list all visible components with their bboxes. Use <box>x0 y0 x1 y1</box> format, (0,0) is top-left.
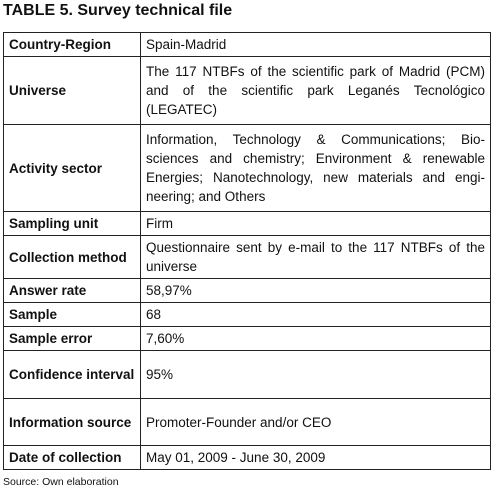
table-row: Answer rate 58,97% <box>3 278 491 303</box>
source-note: Source: Own elaboration <box>3 476 119 488</box>
table-row: Activity sector Information, Technology &… <box>3 124 491 212</box>
row-value: 95% <box>140 350 491 399</box>
row-value: 68 <box>140 302 491 327</box>
row-label: Date of collection <box>3 445 141 470</box>
table-row: Sample 68 <box>3 302 491 327</box>
row-label: Sample <box>3 302 141 327</box>
table-row: Sampling unit Firm <box>3 211 491 236</box>
row-value: Questionnaire sent by e-mail to the 117 … <box>140 235 491 279</box>
row-label: Sample error <box>3 326 141 351</box>
table-row: Collection method Questionnaire sent by e… <box>3 235 491 279</box>
row-label: Confidence interval <box>3 350 141 399</box>
row-label: Answer rate <box>3 278 141 303</box>
row-label: Country-Region <box>3 32 141 57</box>
row-value: May 01, 2009 - June 30, 2009 <box>140 445 491 470</box>
table-row: Confidence interval 95% <box>3 350 491 399</box>
table-row: Information source Promoter-Founder and/o… <box>3 398 491 446</box>
row-label: Collection method <box>3 235 141 279</box>
row-value: Firm <box>140 211 491 236</box>
table-body: Country-Region Spain-Madrid Universe The 11… <box>3 32 491 470</box>
row-value: Spain-Madrid <box>140 32 491 57</box>
table-row: Universe The 117 NTBFs of the scientific … <box>3 56 491 125</box>
table: Country-Region Spain-Madrid Universe The 11… <box>3 32 491 470</box>
table-row: Country-Region Spain-Madrid <box>3 32 491 57</box>
row-value: 58,97% <box>140 278 491 303</box>
row-label: Activity sector <box>3 124 141 212</box>
table-title: TABLE 5. Survey technical file <box>3 2 233 19</box>
row-value: Information, Technology & Communications… <box>140 124 491 212</box>
row-label: Sampling unit <box>3 211 141 236</box>
row-value: The 117 NTBFs of the scientific park of … <box>140 56 491 125</box>
row-value: Promoter-Founder and/or CEO <box>140 398 491 446</box>
row-label: Universe <box>3 56 141 125</box>
row-label: Information source <box>3 398 141 446</box>
row-value: 7,60% <box>140 326 491 351</box>
table-row: Sample error 7,60% <box>3 326 491 351</box>
table-row: Date of collection May 01, 2009 - June 30… <box>3 445 491 470</box>
